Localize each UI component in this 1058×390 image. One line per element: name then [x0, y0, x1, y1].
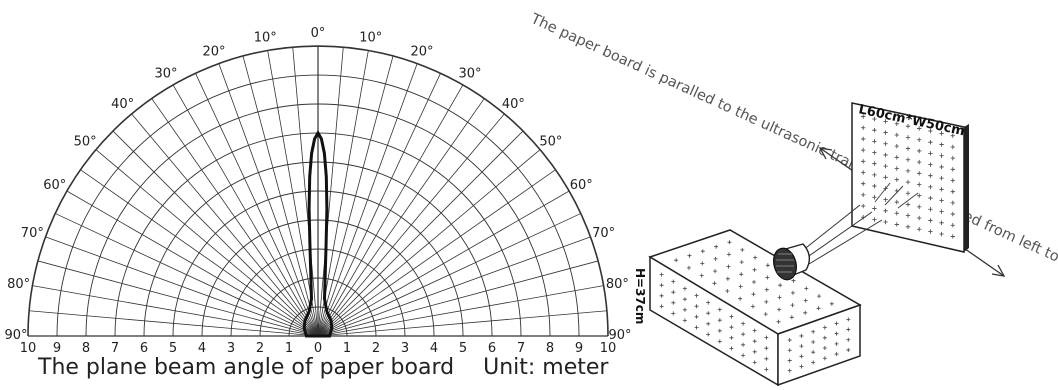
- grid-radial: [292, 47, 319, 337]
- grid-radial: [317, 310, 607, 337]
- angle-label: 50°: [74, 135, 97, 150]
- distance-label: 6: [140, 341, 148, 355]
- grid-radial: [317, 236, 591, 337]
- angle-label: 10°: [359, 31, 382, 46]
- distance-label: 8: [82, 341, 90, 355]
- grid-radial: [95, 149, 319, 337]
- grid-radial: [151, 98, 319, 337]
- grid-radial: [317, 169, 556, 337]
- ultrasonic-transducer: [772, 243, 811, 281]
- paper-board: L60cm*W50cm: [851, 102, 969, 253]
- grid-radial: [317, 63, 418, 337]
- distance-label: 3: [401, 341, 409, 355]
- height-label: H=37cm: [633, 268, 647, 324]
- angle-label: 40°: [111, 97, 134, 112]
- grid-radial: [267, 50, 319, 337]
- angle-label: 50°: [539, 135, 562, 150]
- grid-radial: [317, 84, 464, 337]
- caption-unit: Unit: meter: [483, 355, 609, 380]
- grid-radial: [317, 98, 485, 337]
- angle-label: 70°: [592, 226, 615, 241]
- grid-radial: [32, 285, 319, 337]
- angle-label: 60°: [43, 178, 66, 193]
- distance-label: 7: [111, 341, 119, 355]
- grid-radial: [317, 190, 570, 337]
- angle-label: 30°: [458, 67, 481, 82]
- grid-radial: [317, 47, 344, 337]
- distance-label: 4: [430, 341, 438, 355]
- distance-label: 1: [343, 341, 351, 355]
- angle-label: 90°: [4, 328, 27, 343]
- grid-radial: [37, 260, 319, 337]
- polar-beam-chart: 0°10° 10°20° 20°30° 30°40° 40°50° 50°60° 60°70…: [4, 26, 631, 355]
- grid-radial: [317, 73, 441, 337]
- grid-radial: [317, 113, 505, 337]
- test-box: H=37cm: [633, 229, 862, 387]
- angle-label: 20°: [410, 44, 433, 59]
- grid-radial: [242, 55, 319, 337]
- angle-label: 20°: [203, 44, 226, 59]
- distance-label: 5: [169, 341, 177, 355]
- distance-label: 9: [575, 341, 583, 355]
- motion-note: The paper board is paralled to the ultra…: [527, 11, 1058, 282]
- distance-label: 9: [53, 341, 61, 355]
- polar-grid: [27, 45, 609, 337]
- grid-radial: [45, 236, 319, 337]
- grid-radial: [218, 63, 319, 337]
- angle-label: 60°: [570, 178, 593, 193]
- distance-label: 0: [314, 341, 322, 355]
- distance-label: 2: [372, 341, 380, 355]
- distance-label: 10: [20, 341, 37, 355]
- grid-radial: [317, 55, 394, 337]
- angle-label: 70°: [21, 226, 44, 241]
- test-setup-illustration: The paper board is paralled to the ultra…: [527, 11, 1058, 387]
- distance-label: 3: [227, 341, 235, 355]
- grid-radial: [112, 130, 319, 337]
- chart-caption: The plane beam angle of paper board Unit…: [38, 355, 608, 380]
- distance-label: 5: [459, 341, 467, 355]
- grid-radial: [317, 50, 369, 337]
- distance-label: 4: [198, 341, 206, 355]
- angle-labels: 0° 10° 10° 20° 20° 30° 30° 40° 40° 50° 50° 60° 60° 70…: [4, 26, 631, 343]
- distance-label: 6: [488, 341, 496, 355]
- grid-radial: [172, 84, 319, 337]
- distance-label: 1: [285, 341, 293, 355]
- distance-label: 7: [517, 341, 525, 355]
- distance-label: 8: [546, 341, 554, 355]
- grid-radial: [195, 73, 319, 337]
- grid-radial: [317, 130, 524, 337]
- distance-label: 10: [600, 341, 617, 355]
- angle-label: 80°: [606, 277, 629, 292]
- angle-label: 30°: [154, 67, 177, 82]
- grid-radial: [317, 260, 599, 337]
- beam-pattern-curve: [302, 130, 334, 338]
- grid-radial: [55, 213, 319, 337]
- caption-title: The plane beam angle of paper board: [38, 355, 455, 380]
- distance-label: 2: [256, 341, 264, 355]
- reflection-arrows: [874, 182, 919, 209]
- sound-beam-lines: [801, 204, 883, 265]
- grid-radial: [317, 285, 604, 337]
- grid-radial: [317, 149, 541, 337]
- grid-radial: [317, 213, 581, 337]
- grid-radial: [131, 113, 319, 337]
- distance-labels: 10 109 98 87 76 65 54 43 32 21 10: [20, 341, 617, 355]
- angle-label: 90°: [608, 328, 631, 343]
- grid-radial: [66, 190, 319, 337]
- angle-label: 80°: [7, 277, 30, 292]
- angle-label: 0°: [311, 26, 326, 41]
- grid-radial: [29, 310, 319, 337]
- grid-radial: [80, 169, 319, 337]
- angle-label: 40°: [502, 97, 525, 112]
- angle-label: 10°: [254, 31, 277, 46]
